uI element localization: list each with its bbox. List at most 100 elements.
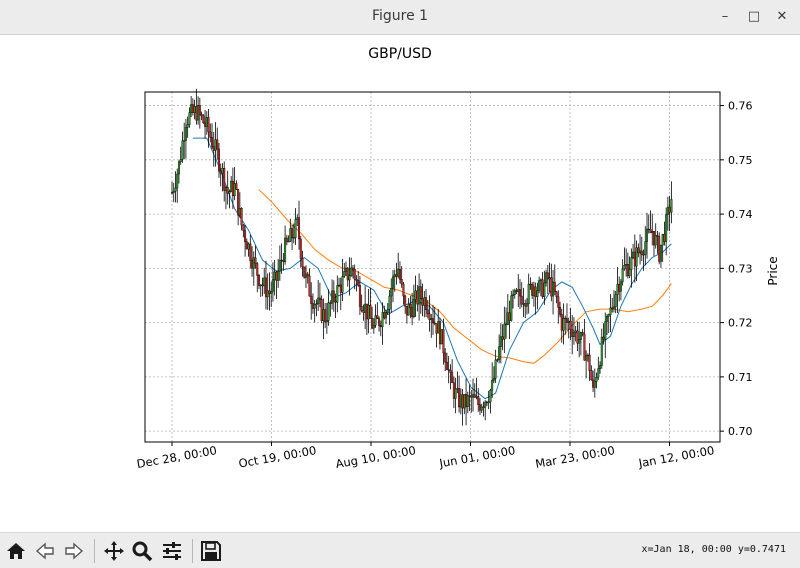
y-tick-label: 0.76: [728, 100, 753, 113]
candle-body: [597, 368, 600, 378]
candle-body: [652, 231, 655, 246]
candle-body: [386, 309, 389, 313]
candle-body: [525, 303, 528, 307]
candle-body: [388, 295, 391, 310]
candle-body: [397, 269, 400, 277]
candle-body: [442, 329, 445, 354]
candle-body: [519, 289, 522, 297]
candle-body: [444, 352, 447, 363]
y-tick-label: 0.75: [728, 154, 753, 167]
candle-body: [473, 394, 476, 398]
candle-body: [273, 271, 276, 280]
candle-body: [520, 295, 523, 305]
candle-body: [237, 189, 240, 216]
pan-icon[interactable]: [102, 539, 126, 563]
candle-body: [637, 247, 640, 254]
back-icon[interactable]: [33, 539, 57, 563]
candle-body: [447, 369, 450, 371]
candle-body: [324, 309, 327, 323]
candle-body: [320, 299, 323, 321]
candle-body: [407, 303, 410, 316]
candle-body: [311, 303, 314, 309]
candle-body: [224, 187, 227, 191]
candle-body: [240, 208, 243, 226]
zoom-icon[interactable]: [130, 539, 154, 563]
candle-body: [524, 303, 527, 307]
candle-body: [661, 234, 664, 246]
home-icon[interactable]: [4, 539, 28, 563]
candle-body: [466, 395, 469, 407]
candle-body: [567, 320, 570, 323]
candle-body: [458, 388, 461, 408]
candle-body: [508, 312, 511, 321]
candle-body: [565, 318, 568, 323]
candle-body: [211, 137, 214, 147]
candle-body: [607, 314, 610, 317]
candlestick-layer: [170, 88, 673, 426]
candle-body: [491, 380, 494, 391]
candle-body: [513, 290, 516, 295]
minimize-button[interactable]: –: [721, 9, 729, 24]
candle-body: [301, 258, 304, 268]
candle-body: [600, 336, 603, 366]
candle-body: [357, 280, 360, 286]
candle-body: [254, 257, 257, 264]
candle-body: [400, 279, 403, 285]
candle-body: [602, 336, 605, 340]
candle-body: [421, 298, 424, 306]
candle-body: [231, 180, 234, 197]
navigation-toolbar: x=Jan 18, 00:00 y=0.7471: [0, 532, 800, 568]
candle-body: [393, 274, 396, 278]
candle-body: [503, 323, 506, 340]
candle-body: [341, 276, 344, 293]
y-tick-label: 0.70: [728, 425, 753, 438]
maximize-button[interactable]: □: [747, 9, 761, 24]
save-icon[interactable]: [199, 539, 223, 563]
candle-body: [346, 267, 349, 281]
candle-body: [517, 289, 520, 292]
candle-body: [578, 339, 581, 344]
candle-body: [498, 346, 501, 360]
candle-body: [252, 257, 255, 269]
candle-body: [588, 354, 591, 371]
candle-body: [619, 281, 622, 292]
candle-body: [562, 317, 565, 331]
figure-canvas[interactable]: GBP/USD 0.70 0.71 0.72 0.73 0.74 0.75 0.76 Dec…: [0, 35, 800, 532]
candle-body: [484, 401, 487, 408]
y-tick-label: 0.74: [728, 208, 753, 221]
candle-body: [433, 322, 436, 324]
candle-body: [461, 394, 464, 409]
candle-body: [529, 283, 532, 286]
candle-body: [209, 131, 212, 138]
candle-body: [527, 283, 530, 304]
candle-body: [177, 161, 180, 175]
candle-body: [538, 280, 541, 291]
candle-body: [663, 234, 666, 242]
y-tick-label: 0.73: [728, 262, 753, 275]
candle-body: [649, 228, 652, 234]
candle-body: [492, 378, 495, 381]
toolbar-separator: [94, 539, 95, 563]
candle-body: [560, 314, 563, 331]
candle-body: [226, 187, 229, 194]
candle-body: [451, 372, 454, 383]
candle-body: [249, 243, 252, 261]
candle-body: [369, 304, 372, 319]
chart-svg[interactable]: GBP/USD 0.70 0.71 0.72 0.73 0.74 0.75 0.76 Dec…: [0, 35, 800, 532]
candle-body: [480, 406, 483, 411]
forward-icon[interactable]: [62, 539, 86, 563]
candle-body: [332, 290, 335, 302]
window-title: Figure 1: [371, 8, 429, 24]
candle-body: [280, 259, 283, 262]
candle-body: [614, 294, 617, 308]
candle-body: [599, 365, 602, 369]
candle-body: [381, 312, 384, 328]
candle-body: [266, 290, 269, 298]
candle-body: [348, 275, 351, 281]
candle-body: [586, 354, 589, 357]
toolbar-separator: [192, 539, 193, 563]
configure-subplots-icon[interactable]: [160, 539, 184, 563]
candle-body: [188, 112, 191, 125]
candle-body: [640, 250, 643, 255]
close-button[interactable]: ✕: [776, 9, 788, 24]
